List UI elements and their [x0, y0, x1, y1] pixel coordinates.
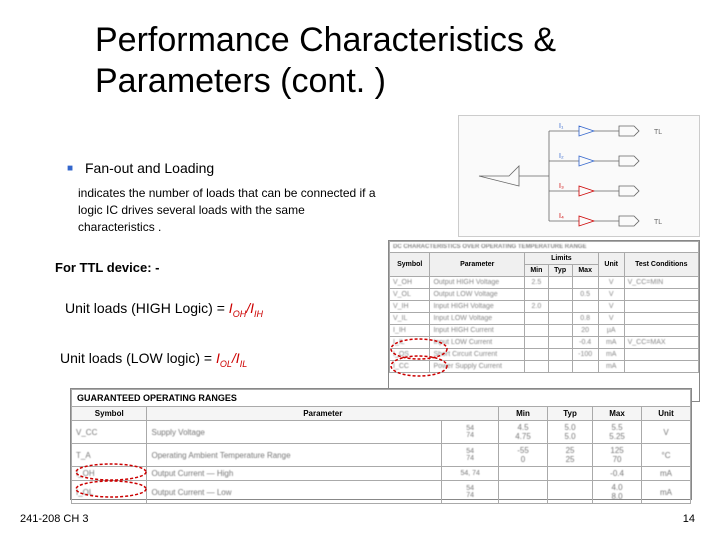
slide-number: 14 — [683, 513, 695, 525]
svg-text:TL: TL — [654, 129, 662, 136]
svg-text:TL: TL — [654, 219, 662, 226]
description-text: indicates the number of loads that can b… — [78, 185, 378, 235]
bullet-fanout: Fan-out and Loading — [85, 160, 214, 176]
formula-low: Unit loads (LOW logic) = IOL/IIL — [60, 350, 247, 369]
label-i4: I₄ — [559, 213, 564, 220]
operating-ranges-table: GUARANTEED OPERATING RANGES Symbol Param… — [70, 388, 692, 500]
label-i3: I₃ — [559, 183, 564, 190]
label-i2: I₂ — [559, 153, 564, 160]
dc-characteristics-table: DC CHARACTERISTICS OVER OPERATING TEMPER… — [388, 240, 700, 402]
label-i1: I₁ — [559, 123, 564, 130]
circuit-diagram: I₁ I₂ I₃ I₄ TL TL — [458, 115, 700, 237]
slide-title: Performance Characteristics & Parameters… — [95, 20, 556, 102]
formula-high: Unit loads (HIGH Logic) = IOH/IIH — [65, 300, 263, 319]
ttl-device-heading: For TTL device: - — [55, 260, 160, 275]
footer-course: 241-208 CH 3 — [20, 513, 89, 525]
